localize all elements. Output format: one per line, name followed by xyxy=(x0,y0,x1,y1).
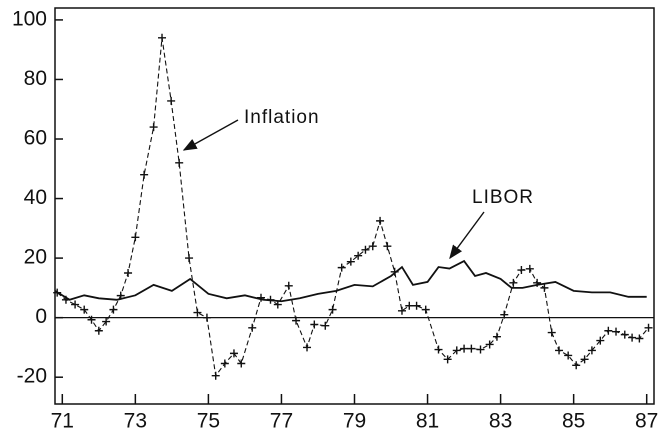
point-marker xyxy=(376,216,385,225)
y-tick-label: 0 xyxy=(35,305,47,328)
point-marker xyxy=(237,359,246,368)
annotation: LIBOR xyxy=(472,187,534,208)
y-tick-label: 80 xyxy=(24,67,47,90)
point-marker xyxy=(604,326,613,335)
point-marker xyxy=(500,310,509,319)
point-marker xyxy=(346,257,355,266)
point-marker xyxy=(321,321,330,330)
point-marker xyxy=(158,33,167,42)
x-tick-label: 85 xyxy=(562,410,585,433)
x-tick-label: 87 xyxy=(635,410,658,433)
point-marker xyxy=(460,344,469,353)
point-marker xyxy=(140,170,149,179)
point-marker xyxy=(383,242,392,251)
point-marker xyxy=(467,344,476,353)
point-marker xyxy=(555,346,564,355)
point-marker xyxy=(94,326,103,335)
point-marker xyxy=(124,268,133,277)
point-marker xyxy=(248,323,257,332)
point-marker xyxy=(102,317,111,326)
point-marker xyxy=(229,349,238,358)
point-marker xyxy=(284,281,293,290)
point-marker xyxy=(185,254,194,263)
point-marker xyxy=(434,345,443,354)
x-tick-label: 79 xyxy=(343,410,366,433)
point-marker xyxy=(443,355,452,364)
annotation-arrow xyxy=(182,119,239,151)
point-marker xyxy=(80,305,89,314)
point-marker xyxy=(612,327,621,336)
point-marker xyxy=(220,359,229,368)
point-marker xyxy=(397,306,406,315)
point-marker xyxy=(644,323,653,332)
point-marker xyxy=(572,361,581,370)
point-marker xyxy=(587,346,596,355)
y-tick-label: 100 xyxy=(12,7,47,30)
point-marker xyxy=(109,305,118,314)
x-tick-label: 81 xyxy=(416,410,439,433)
point-marker xyxy=(71,300,80,309)
point-marker xyxy=(525,264,534,273)
point-marker xyxy=(476,345,485,354)
annotation-arrow xyxy=(449,211,485,260)
point-marker xyxy=(452,346,461,355)
point-marker xyxy=(211,371,220,380)
point-marker xyxy=(492,332,501,341)
point-marker xyxy=(628,333,637,342)
point-marker xyxy=(131,233,140,242)
point-marker xyxy=(540,283,549,292)
point-marker xyxy=(405,301,414,310)
point-marker xyxy=(149,123,158,132)
point-marker xyxy=(328,305,337,314)
point-marker xyxy=(547,328,556,337)
x-tick-label: 71 xyxy=(51,410,74,433)
point-marker xyxy=(580,355,589,364)
x-tick-label: 83 xyxy=(489,410,512,433)
y-tick-label: 20 xyxy=(24,246,47,269)
point-marker xyxy=(620,330,629,339)
point-marker xyxy=(337,263,346,272)
point-marker xyxy=(354,251,363,260)
annotation: Inflation xyxy=(244,107,320,128)
point-marker xyxy=(412,301,421,310)
point-marker xyxy=(368,242,377,251)
point-marker xyxy=(175,158,184,167)
point-marker xyxy=(310,320,319,329)
point-marker xyxy=(193,308,202,317)
x-tick-label: 73 xyxy=(124,410,147,433)
series-line xyxy=(54,259,647,303)
point-marker xyxy=(202,313,211,322)
point-marker xyxy=(564,351,573,360)
point-marker xyxy=(421,305,430,314)
series-line xyxy=(56,37,649,378)
point-marker xyxy=(509,278,518,287)
point-marker xyxy=(292,316,301,325)
y-tick-label: 40 xyxy=(24,186,47,209)
y-tick-label: -20 xyxy=(17,365,47,388)
point-marker xyxy=(596,336,605,345)
point-marker xyxy=(485,340,494,349)
plot-frame xyxy=(54,7,655,405)
point-marker xyxy=(361,245,370,254)
x-tick-label: 75 xyxy=(197,410,220,433)
y-tick-label: 60 xyxy=(24,127,47,150)
point-marker xyxy=(87,315,96,324)
point-marker xyxy=(167,96,176,105)
point-marker xyxy=(303,343,312,352)
point-marker xyxy=(273,300,282,309)
point-marker xyxy=(635,334,644,343)
x-tick-label: 77 xyxy=(270,410,293,433)
point-marker xyxy=(517,266,526,275)
